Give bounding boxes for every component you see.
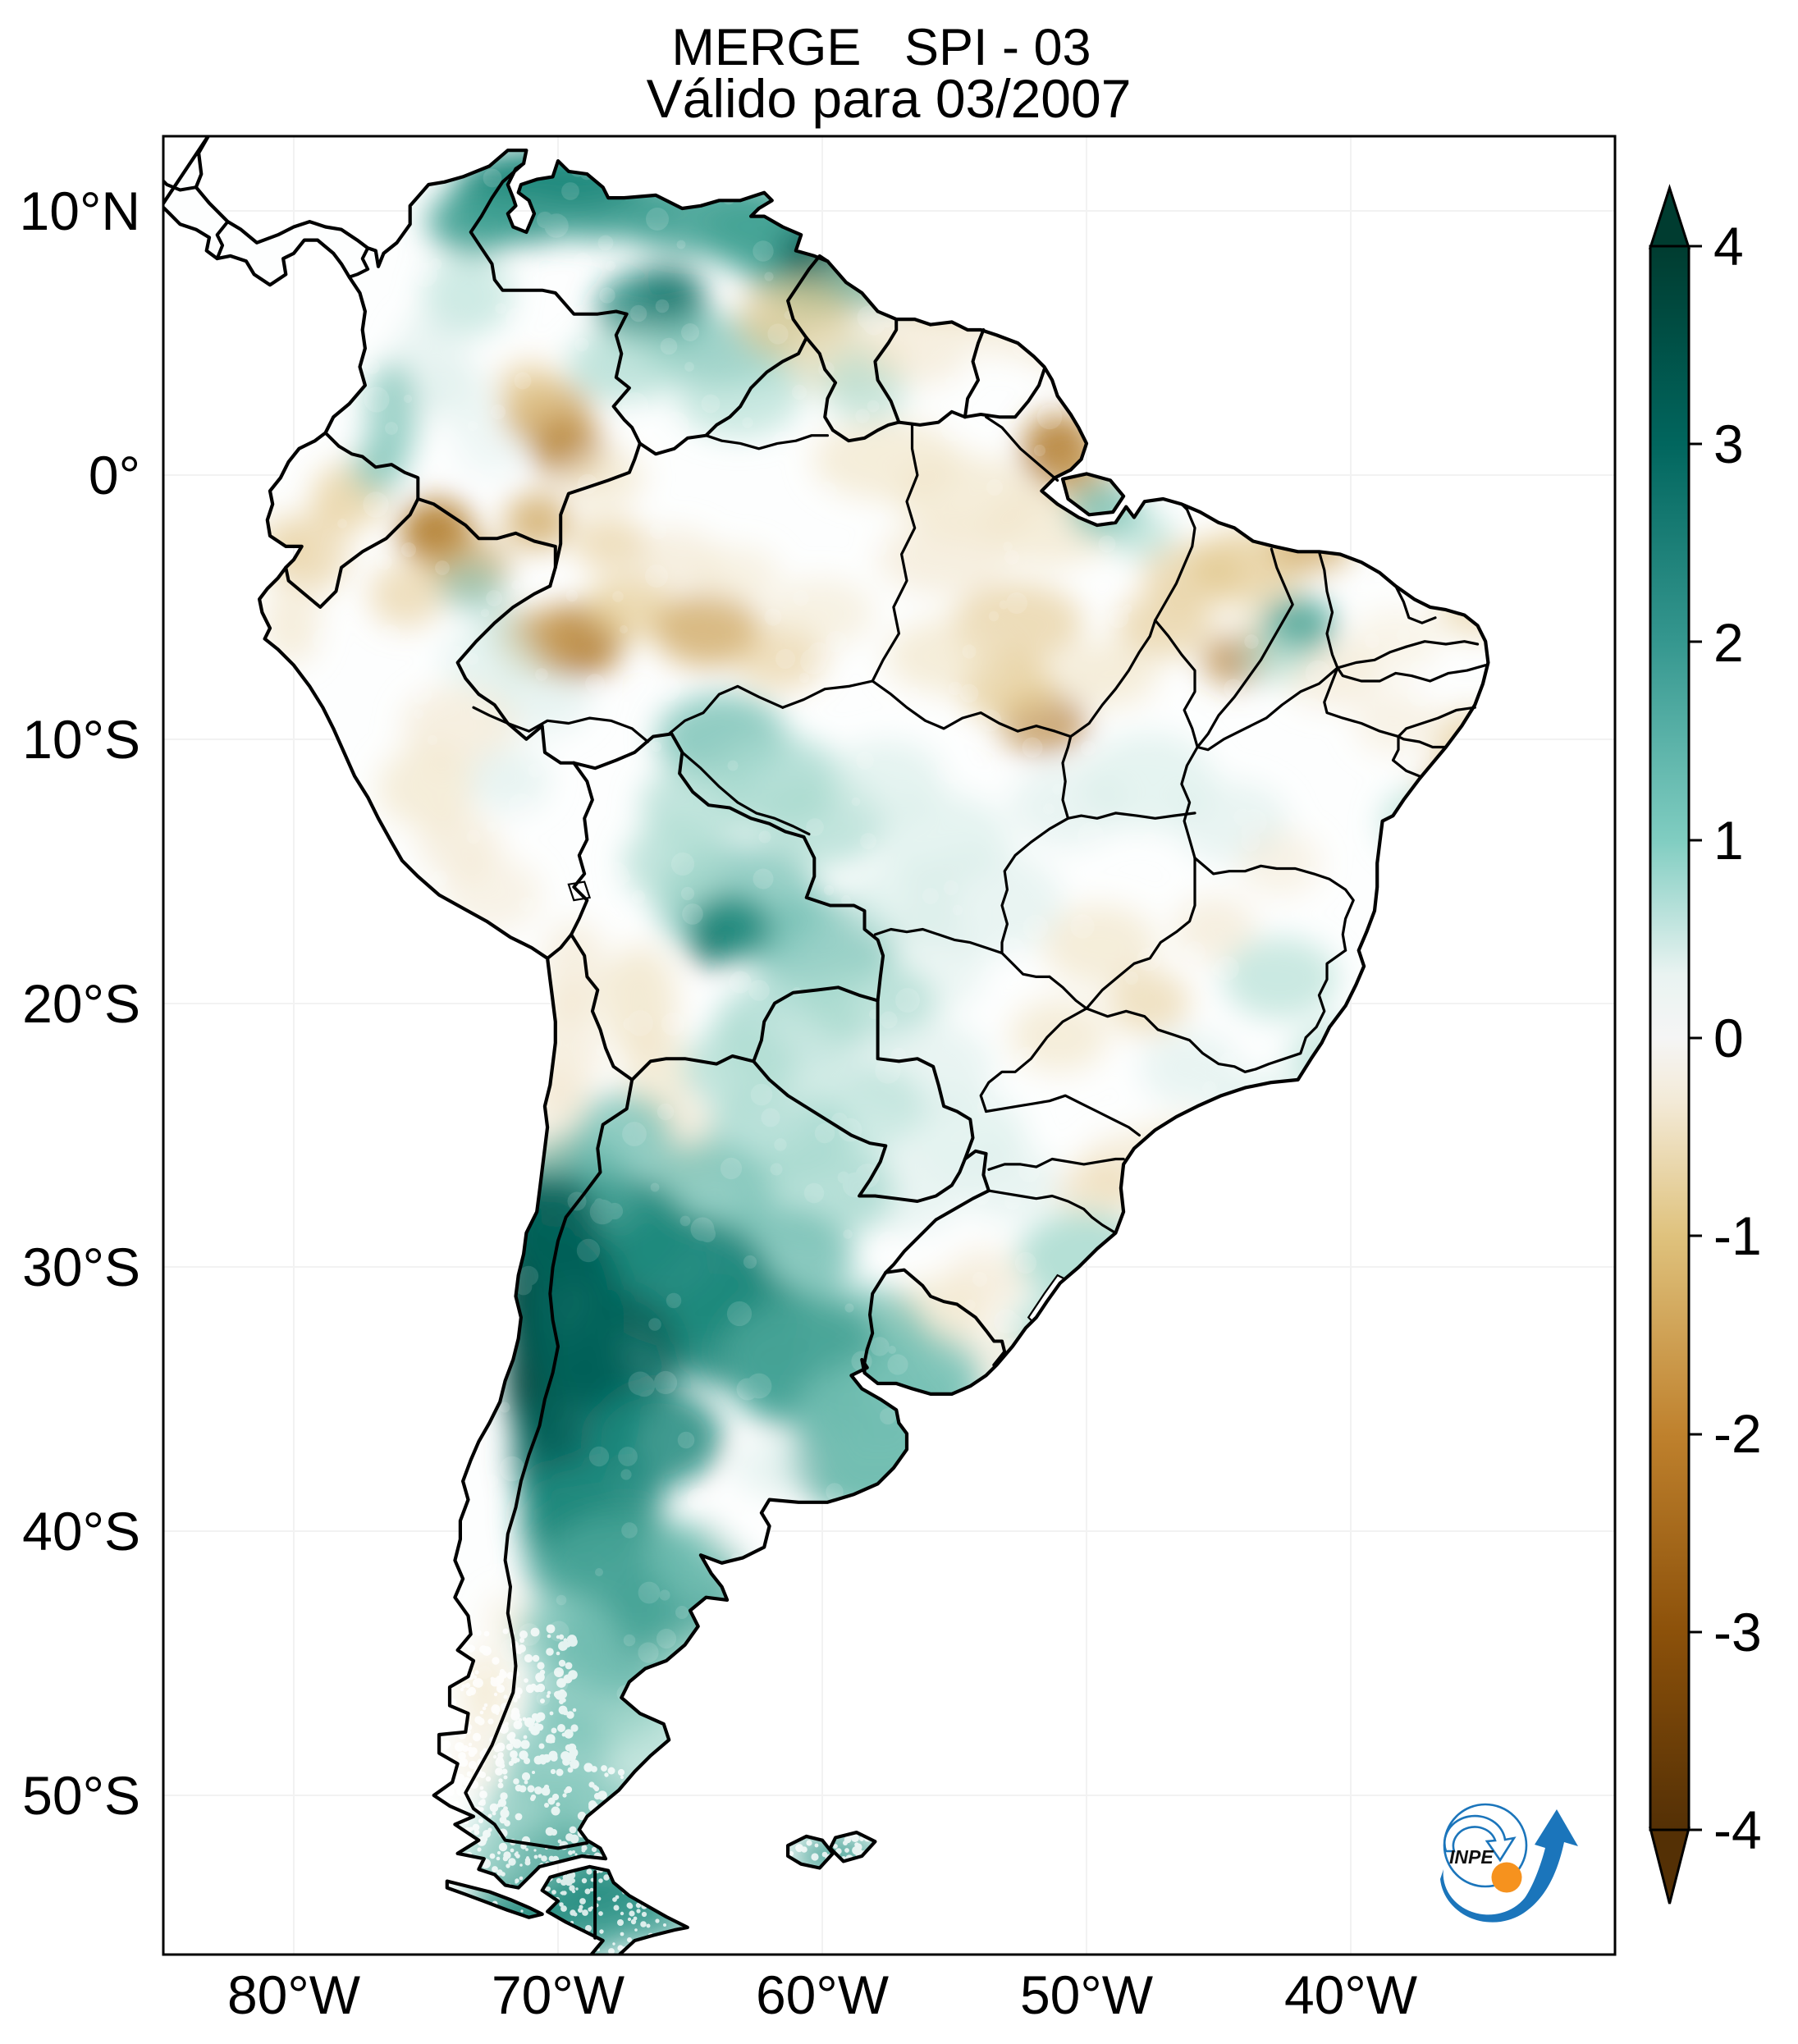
svg-text:1: 1 <box>1713 810 1744 871</box>
svg-text:20°S: 20°S <box>22 973 140 1034</box>
svg-text:Válido para 03/2007: Válido para 03/2007 <box>647 68 1132 129</box>
svg-text:10°N: 10°N <box>20 181 140 241</box>
svg-text:40°W: 40°W <box>1284 1964 1418 2025</box>
svg-text:-3: -3 <box>1713 1602 1762 1662</box>
svg-text:30°S: 30°S <box>22 1237 140 1297</box>
svg-text:0°: 0° <box>89 445 140 505</box>
svg-text:50°W: 50°W <box>1020 1964 1154 2025</box>
svg-text:3: 3 <box>1713 414 1744 474</box>
svg-text:MERGE SPI - 03: MERGE SPI - 03 <box>671 19 1091 76</box>
svg-text:-2: -2 <box>1713 1403 1762 1464</box>
svg-text:70°W: 70°W <box>492 1964 625 2025</box>
svg-text:0: 0 <box>1713 1008 1744 1068</box>
svg-text:50°S: 50°S <box>22 1765 140 1826</box>
svg-text:80°W: 80°W <box>227 1964 361 2025</box>
svg-text:2: 2 <box>1713 612 1744 673</box>
svg-text:-4: -4 <box>1713 1799 1762 1860</box>
svg-text:INPE: INPE <box>1449 1846 1494 1868</box>
svg-text:60°W: 60°W <box>756 1964 890 2025</box>
svg-text:10°S: 10°S <box>22 709 140 770</box>
svg-text:-1: -1 <box>1713 1205 1762 1266</box>
svg-text:4: 4 <box>1713 216 1744 277</box>
svg-text:40°S: 40°S <box>22 1501 140 1562</box>
